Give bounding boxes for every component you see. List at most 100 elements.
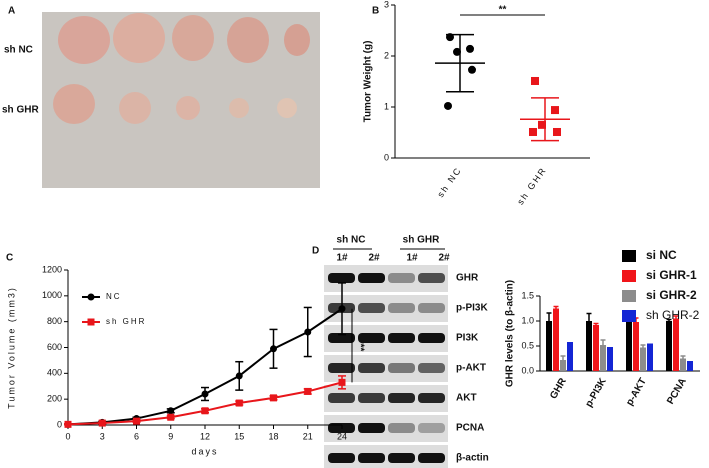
- y-tick-label: 200: [47, 394, 62, 404]
- row-label: sh NC: [4, 45, 33, 56]
- band: [388, 303, 415, 313]
- band: [418, 393, 445, 403]
- point: [338, 378, 346, 386]
- band: [328, 453, 355, 463]
- band: [388, 423, 415, 433]
- legend-label: sh GHR-2: [646, 308, 700, 322]
- y-tick-label: 600: [47, 342, 62, 352]
- legend-label: NC: [106, 292, 122, 301]
- bar: [567, 342, 573, 371]
- y-tick-label: 1200: [42, 264, 62, 274]
- point: [338, 305, 346, 313]
- bar: [626, 321, 632, 371]
- error-bar: [586, 312, 592, 330]
- bar: [593, 325, 599, 371]
- error-bar: [640, 344, 646, 351]
- point: [270, 345, 277, 353]
- band: [328, 393, 355, 403]
- legend-label: si GHR-1: [646, 268, 697, 282]
- tumor: [119, 92, 151, 124]
- x-tick-label: sh GHR: [515, 165, 548, 207]
- point: [304, 387, 312, 395]
- error-bar: [531, 97, 559, 142]
- point: [167, 407, 175, 415]
- error-bar: [593, 322, 599, 328]
- point: [466, 44, 474, 53]
- significance: **: [499, 5, 507, 16]
- error-bar: [666, 318, 672, 324]
- lane-label: 2#: [438, 253, 450, 264]
- photo: A sh NC sh GHR: [2, 6, 320, 188]
- tumor: [277, 98, 297, 118]
- tumor: [229, 98, 249, 118]
- band: [358, 333, 385, 343]
- bar: [680, 358, 686, 371]
- band: [418, 363, 445, 373]
- legend-swatch: [622, 250, 636, 262]
- x-tick-label: 9: [168, 431, 173, 441]
- bar: [607, 347, 613, 371]
- y-axis-label: Tumor Weight (g): [363, 41, 374, 123]
- tumor: [113, 13, 165, 63]
- band: [418, 303, 445, 313]
- band: [388, 453, 415, 463]
- x-tick-label: 6: [134, 431, 139, 441]
- legend-label: sh GHR: [106, 317, 146, 326]
- point: [529, 127, 537, 136]
- x-tick-label: 18: [268, 431, 278, 441]
- panel-label: B: [372, 6, 379, 17]
- point: [538, 120, 546, 129]
- bar: [586, 321, 592, 371]
- error-bar: [560, 355, 566, 365]
- point: [235, 399, 243, 407]
- point: [304, 328, 312, 336]
- y-tick-label: 0.0: [521, 365, 534, 375]
- bar: [666, 321, 672, 371]
- band: [418, 453, 445, 463]
- point: [87, 293, 95, 301]
- y-tick-label: 400: [47, 368, 62, 378]
- y-tick-label: 800: [47, 316, 62, 326]
- band: [418, 333, 445, 343]
- bar: [687, 361, 693, 371]
- legend-swatch: [622, 270, 636, 282]
- band: [328, 273, 355, 283]
- y-axis-label: GHR levels (to β-actin): [505, 280, 516, 387]
- x-tick-label: 15: [234, 431, 244, 441]
- blot-strip: [324, 445, 448, 468]
- panel-label: A: [8, 6, 15, 17]
- point: [468, 65, 476, 74]
- band: [418, 423, 445, 433]
- band: [358, 303, 385, 313]
- tumor: [176, 96, 200, 120]
- panel-label: D: [312, 246, 319, 257]
- y-tick-label: 1000: [42, 290, 62, 300]
- tumor: [172, 15, 214, 61]
- x-tick-label: sh NC: [435, 165, 463, 199]
- group-label: sh NC: [337, 235, 366, 246]
- point: [87, 318, 95, 326]
- band: [388, 273, 415, 283]
- point: [201, 407, 209, 415]
- point: [453, 47, 461, 56]
- tumor: [58, 16, 110, 64]
- point: [167, 413, 175, 421]
- x-axis-label: days: [191, 446, 218, 456]
- blot: D sh NC sh GHR: [312, 235, 445, 257]
- lane-label: 1#: [406, 253, 418, 264]
- band-label: p-PI3K: [456, 303, 488, 314]
- point: [64, 420, 72, 428]
- y-tick-label: 0: [384, 152, 389, 162]
- x-tick-label: p-AKT: [624, 376, 649, 407]
- band-label: PCNA: [456, 423, 484, 434]
- lane-label: 1#: [336, 253, 348, 264]
- band-label: PI3K: [456, 333, 479, 344]
- y-tick-label: 1: [384, 101, 389, 111]
- point: [551, 106, 559, 115]
- point: [235, 372, 243, 380]
- point: [531, 76, 539, 85]
- band-label: AKT: [456, 393, 477, 404]
- band: [328, 363, 355, 373]
- band: [358, 453, 385, 463]
- point: [553, 127, 561, 136]
